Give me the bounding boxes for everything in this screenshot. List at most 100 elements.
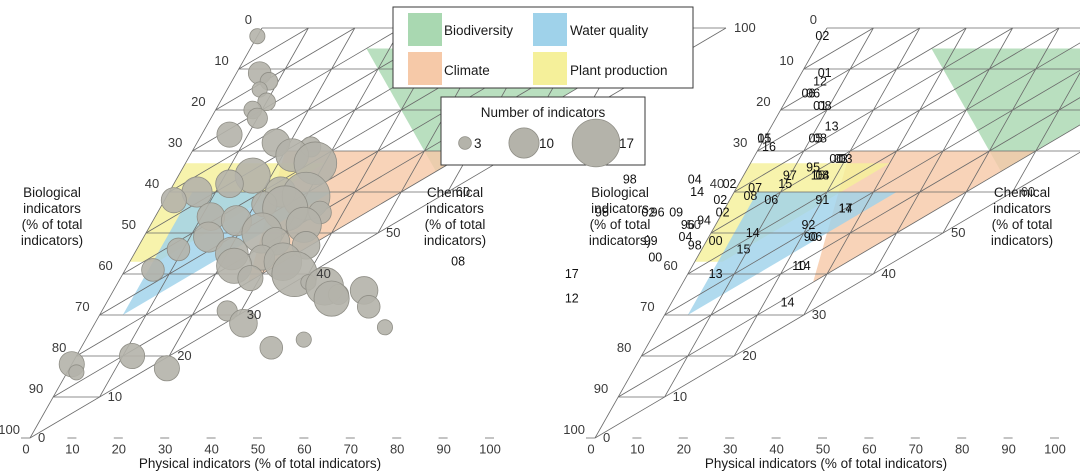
tick-bottom-40: 40 (204, 441, 218, 456)
point-label-28: 08 (743, 189, 757, 203)
tick-bottom-10: 10 (65, 441, 79, 456)
tick-left-50: 50 (687, 217, 701, 232)
tick-right-10: 10 (673, 389, 687, 404)
tick-right-40: 40 (316, 266, 330, 281)
tick-bottom-20: 20 (677, 441, 691, 456)
tick-bottom-100: 100 (1044, 441, 1066, 456)
left-axis-title-line2-left: indicators (23, 201, 81, 216)
left-axis-title-line1-left: Biological (23, 185, 81, 200)
bubble-13 (215, 169, 244, 199)
tick-right-30: 30 (812, 307, 826, 322)
tick-left-60: 60 (663, 258, 677, 273)
point-label-46: 90 (804, 230, 818, 244)
point-label-1: 01 (818, 66, 832, 80)
tick-left-10: 10 (214, 53, 228, 68)
tick-right-50: 50 (951, 225, 965, 240)
size-legend-bubble-3 (458, 136, 472, 150)
tick-left-80: 80 (617, 340, 631, 355)
bubble-0 (249, 28, 266, 45)
grid-line-chem-10 (617, 124, 1080, 398)
grid-line-chem-10 (52, 27, 680, 398)
bubbles-left (58, 28, 393, 382)
tick-right-100: 100 (734, 20, 756, 35)
point-label-20: 97 (783, 169, 797, 183)
tick-left-80: 80 (52, 340, 66, 355)
point-label-18: 04 (688, 173, 702, 187)
grid-line-chem-30 (664, 69, 1080, 316)
tick-bottom-10: 10 (630, 441, 644, 456)
point-label-0: 02 (815, 29, 829, 43)
point-label-5: 01 (813, 99, 827, 113)
grid-line-chem-50 (710, 27, 1060, 234)
point-label-27: 02 (713, 193, 727, 207)
size-legend: Number of indicators 3 10 17 (440, 96, 646, 168)
tick-bottom-50: 50 (816, 441, 830, 456)
tick-left-90: 90 (29, 381, 43, 396)
tick-bottom-30: 30 (158, 441, 172, 456)
tick-right-10: 10 (108, 389, 122, 404)
bubble-28 (166, 237, 191, 262)
tick-left-30: 30 (733, 135, 747, 150)
point-label-54: 13 (709, 267, 723, 281)
point-label-14: 03 (834, 152, 848, 166)
tick-left-60: 60 (98, 258, 112, 273)
grid-line-phys-30 (803, 27, 967, 316)
tick-left-90: 90 (594, 381, 608, 396)
point-label-43: 99 (644, 234, 658, 248)
point-label-24: 15 (778, 177, 792, 191)
bubble-17 (160, 187, 187, 214)
tick-bottom-90: 90 (436, 441, 450, 456)
point-label-41: 14 (746, 226, 760, 240)
tick-bottom-50: 50 (251, 441, 265, 456)
tick-left-40: 40 (145, 176, 159, 191)
tick-left-10: 10 (779, 53, 793, 68)
tick-bottom-80: 80 (390, 441, 404, 456)
tick-bottom-90: 90 (1001, 441, 1015, 456)
grid-line-phys-60 (1012, 72, 1080, 193)
point-label-19: 02 (723, 177, 737, 191)
legend-label-water-quality: Water quality (570, 23, 649, 38)
legend-swatch-biodiversity (408, 13, 442, 46)
tick-bottom-80: 80 (955, 441, 969, 456)
left-axis-title-line1-right: Biological (591, 185, 649, 200)
point-label-6: 08 (818, 99, 832, 113)
point-label-35: 96 (651, 206, 665, 220)
tick-left-0: 0 (810, 12, 817, 27)
bubble-45 (295, 331, 312, 348)
left-axis-title-line4-right: indicators) (589, 233, 651, 248)
point-label-49: 00 (648, 251, 662, 265)
point-label-53: 17 (565, 267, 579, 281)
ternary-panel-left: 0010010109020208030307040406050505060604… (0, 12, 756, 471)
tick-bottom-70: 70 (909, 441, 923, 456)
tick-right-30: 30 (247, 307, 261, 322)
grid-line-chem-60 (733, 27, 1013, 193)
point-label-56: 14 (781, 296, 795, 310)
point-label-36: 09 (669, 206, 683, 220)
point-label-10: 16 (762, 140, 776, 154)
bubble-7 (216, 121, 243, 148)
point-label-55: 12 (565, 292, 579, 306)
point-label-23: 08 (815, 169, 829, 183)
bubble-40 (313, 280, 350, 317)
legend-swatch-water-quality (533, 13, 567, 46)
right-axis-title-line4-left: indicators) (424, 233, 486, 248)
point-label-13: 00 (829, 152, 843, 166)
grid-line-chem-80 (780, 27, 921, 111)
point-label-26: 14 (690, 185, 704, 199)
point-label-42: 04 (679, 230, 693, 244)
point-label-50: 10 (792, 259, 806, 273)
tick-right-0: 0 (38, 430, 45, 445)
size-legend-label-10: 10 (539, 136, 554, 151)
right-axis-title-line4-right: indicators) (991, 233, 1053, 248)
legend-label-plant-production: Plant production (570, 63, 668, 78)
tick-right-50: 50 (386, 225, 400, 240)
tick-bottom-40: 40 (769, 441, 783, 456)
point-label-39: 94 (697, 214, 711, 228)
point-label-29: 06 (764, 193, 778, 207)
tick-bottom-70: 70 (344, 441, 358, 456)
point-label-15: 03 (839, 152, 853, 166)
region-legend: Biodiversity Water quality Climate Plant… (392, 6, 694, 89)
point-label-51: 14 (797, 259, 811, 273)
